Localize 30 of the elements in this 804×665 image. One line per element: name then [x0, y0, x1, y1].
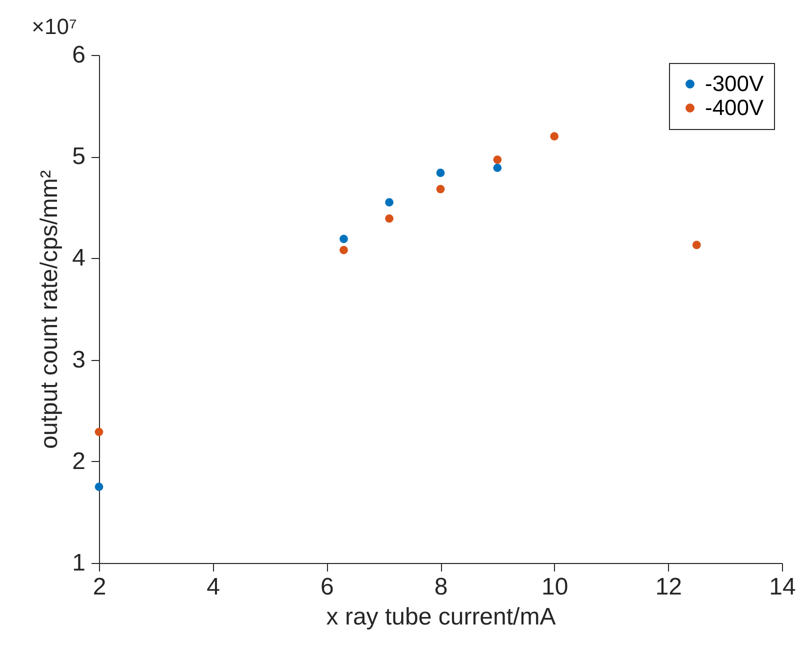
- x-tick-label: 6: [320, 574, 334, 600]
- x-tick-label: 2: [92, 574, 106, 600]
- x-tick-label: 12: [655, 574, 682, 600]
- point: [340, 246, 348, 254]
- point: [385, 214, 394, 223]
- y-tick-label: 6: [72, 42, 86, 68]
- y-tick-label: 2: [72, 448, 86, 475]
- y-tick-label: 4: [72, 244, 86, 272]
- x-axis-title: x ray tube current/mA: [326, 604, 556, 630]
- text: ×10⁷: [32, 14, 77, 39]
- point: [692, 240, 701, 250]
- point: [550, 132, 559, 140]
- point: [436, 168, 445, 178]
- point: [385, 198, 394, 206]
- point: [493, 164, 502, 172]
- legend-label: -300V: [705, 71, 764, 96]
- point: [94, 482, 104, 491]
- x-tick-label: 10: [541, 574, 568, 600]
- point: [94, 428, 104, 436]
- x-tick-label: 8: [434, 574, 448, 600]
- y-tick-label: 1: [72, 550, 86, 576]
- point: [493, 155, 502, 164]
- legend-label: -400V: [705, 95, 764, 120]
- y-axis-title: output count rate/cps/mm²: [36, 170, 64, 449]
- point: [340, 234, 348, 244]
- y-tick-label: 3: [72, 346, 86, 374]
- y-tick-label: 5: [72, 143, 86, 170]
- x-tick-label: 4: [206, 574, 220, 600]
- point: [436, 184, 445, 194]
- x-tick-label: 14: [769, 574, 796, 600]
